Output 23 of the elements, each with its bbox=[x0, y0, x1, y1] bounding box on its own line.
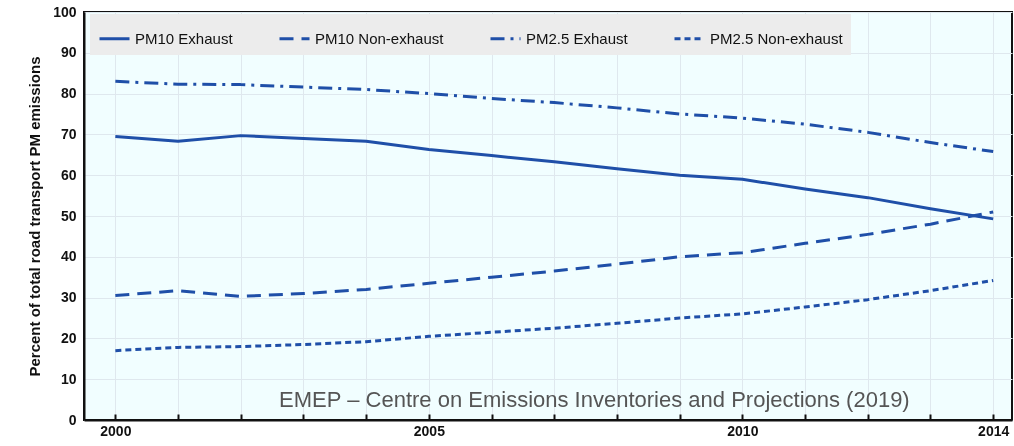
x-tick-label: 2014 bbox=[978, 422, 1010, 439]
y-tick-label: 90 bbox=[60, 44, 77, 61]
legend-label: PM10 Exhaust bbox=[135, 29, 234, 47]
x-tick-label: 2000 bbox=[100, 422, 132, 439]
y-tick-label: 100 bbox=[53, 3, 77, 20]
y-tick-label: 0 bbox=[68, 411, 77, 428]
y-tick-label: 70 bbox=[60, 125, 77, 142]
y-tick-label: 30 bbox=[60, 289, 77, 306]
line-series bbox=[113, 278, 995, 353]
y-tick-label: 60 bbox=[60, 166, 77, 183]
x-tick-label: 2005 bbox=[413, 422, 446, 439]
y-tick-label: 40 bbox=[60, 248, 77, 265]
y-tick-label: 10 bbox=[60, 370, 77, 387]
y-tick-label: 50 bbox=[60, 207, 77, 224]
legend-label: PM10 Non-exhaust bbox=[315, 29, 445, 47]
annotation: EMEP – Centre on Emissions Inventories and Projections (2019) bbox=[279, 387, 910, 412]
line-series bbox=[113, 79, 995, 154]
y-tick-label: 80 bbox=[60, 85, 77, 102]
x-tick-label: 2010 bbox=[727, 422, 759, 439]
y-axis-title: Percent of total road transport PM emissions bbox=[26, 56, 44, 377]
legend-label: PM2.5 Non-exhaust bbox=[710, 29, 844, 47]
y-tick-label: 20 bbox=[60, 329, 77, 346]
legend-label: PM2.5 Exhaust bbox=[526, 29, 629, 47]
